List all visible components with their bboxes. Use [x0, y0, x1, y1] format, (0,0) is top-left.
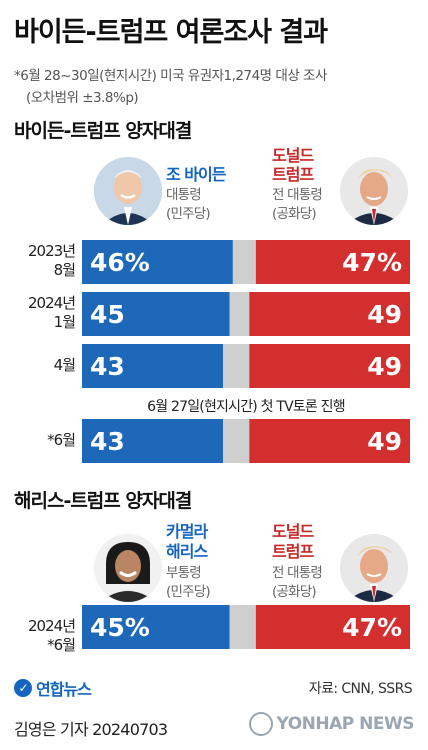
bar-left-1 [82, 240, 233, 284]
author-date: 김영은 기자 20240703 [14, 720, 168, 739]
yonhap-logo: ✓ 연합뉴스 [14, 676, 92, 700]
bar-right-4 [249, 419, 410, 463]
yonhap-logo-icon: ✓ [14, 679, 32, 697]
trump-party: (공화당) [272, 206, 317, 222]
watermark-icon [248, 712, 273, 736]
bar-left-2 [82, 292, 230, 336]
trump-party-2: (공화당) [272, 584, 317, 600]
bar-left-label-4: 43 [90, 427, 125, 456]
bar-left-4 [82, 419, 224, 463]
row-label-3: 4월 [53, 356, 76, 374]
row-label-4: *6월 [47, 431, 76, 449]
biden-avatar [94, 157, 162, 225]
bar-left-3 [82, 344, 224, 388]
bar-right-label-2: 49 [367, 300, 402, 329]
bar-left-label-2: 45 [90, 300, 125, 329]
harris-name-line2: 해리스 [166, 542, 208, 561]
bar-undecided-5 [229, 605, 256, 649]
bar-right-5 [255, 605, 410, 649]
trump-name: 도널드 [272, 146, 314, 165]
survey-note: *6월 28~30일(현지시간) 미국 유권자1,274명 대상 조사 [14, 68, 327, 84]
harris-party: (민주당) [166, 584, 211, 600]
harris-role: 부통령 [166, 565, 202, 581]
row-label-1: 2023년 8월 [28, 242, 76, 279]
biden-role: 대통령 [166, 187, 202, 203]
trump-avatar-2 [340, 534, 408, 602]
bar-right-label-4: 49 [367, 427, 402, 456]
tv-debate-note: 6월 27일(현지시간) 첫 TV토론 진행 [147, 399, 345, 415]
bar-left-label-5: 45% [90, 613, 150, 642]
trump-role-2: 전 대통령 [272, 565, 323, 581]
bar-right-label-1: 47% [342, 248, 402, 277]
harris-name: 카멀라 [166, 522, 208, 541]
chart-title: 바이든-트럼프 여론조사 결과 [14, 17, 328, 48]
bar-right-label-3: 49 [367, 352, 402, 381]
trump-role: 전 대통령 [272, 187, 323, 203]
yonhap-watermark: YONHAP NEWS [248, 712, 415, 736]
bar-left-label-3: 43 [90, 352, 125, 381]
harris-avatar [94, 534, 162, 602]
bar-right-label-5: 47% [342, 613, 402, 642]
trump-name-2-line2: 트럼프 [272, 542, 314, 561]
section-title-harris-trump: 해리스-트럼프 양자대결 [14, 490, 192, 512]
bar-left-label-1: 46% [90, 248, 150, 277]
bar-undecided-4 [223, 419, 250, 463]
section-title-biden-trump: 바이든-트럼프 양자대결 [14, 120, 192, 142]
bar-undecided-1 [232, 240, 256, 284]
trump-name-line2: 트럼프 [272, 165, 314, 184]
biden-name: 조 바이든 [166, 165, 226, 184]
bar-right-1 [255, 240, 410, 284]
margin-of-error-note: (오차범위 ±3.8%p) [26, 90, 139, 106]
bar-left-5 [82, 605, 230, 649]
data-source: 자료: CNN, SSRS [308, 681, 413, 697]
bar-undecided-3 [223, 344, 250, 388]
bar-right-2 [249, 292, 410, 336]
biden-party: (민주당) [166, 206, 211, 222]
row-label-2: 2024년 1월 [28, 294, 76, 331]
trump-name-2: 도널드 [272, 522, 314, 541]
trump-avatar [340, 157, 408, 225]
bar-undecided-2 [229, 292, 250, 336]
row-label-5: 2024년 *6월 [28, 617, 76, 654]
bar-right-3 [249, 344, 410, 388]
